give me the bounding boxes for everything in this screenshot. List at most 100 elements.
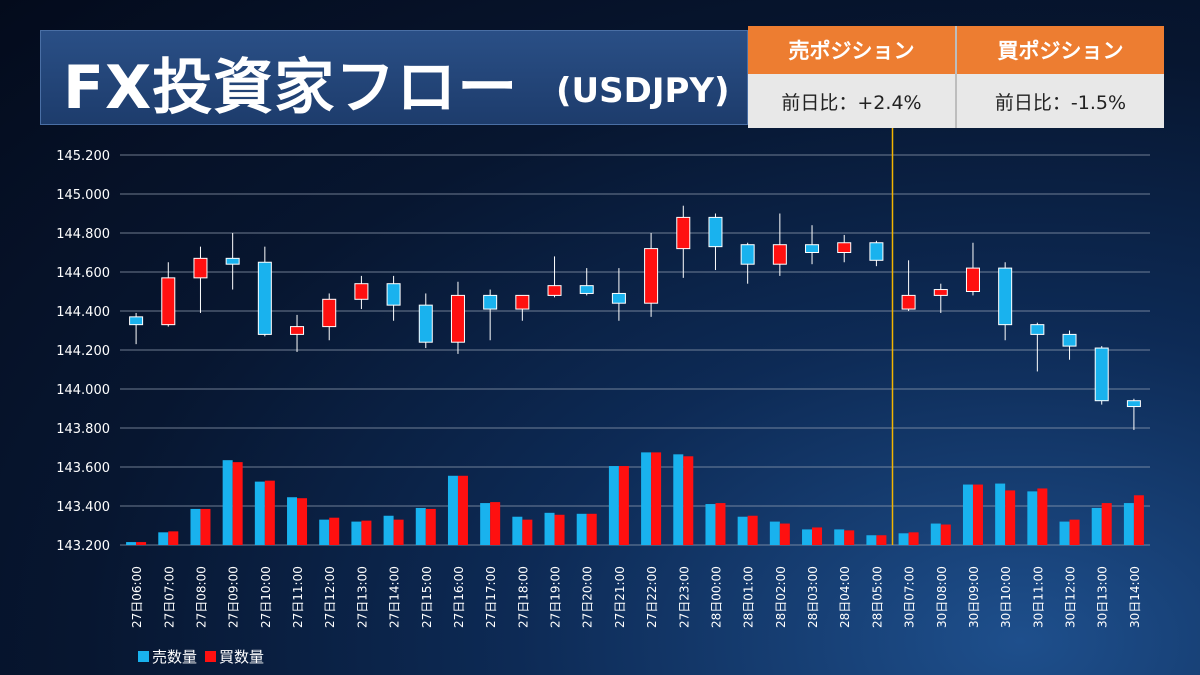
y-tick-label: 143.400	[56, 500, 110, 515]
x-tick-label: 28日01:00	[742, 566, 756, 628]
candle-body	[129, 316, 144, 326]
chart-legend: 売数量 買数量	[138, 646, 272, 667]
x-tick-label: 30日09:00	[967, 566, 981, 628]
x-tick-label: 28日02:00	[774, 566, 788, 628]
sell-volume-bar	[1123, 503, 1134, 545]
candle-body	[676, 216, 691, 250]
sell-volume-bar	[866, 535, 877, 545]
sell-volume-bar	[995, 483, 1006, 545]
x-tick-label: 28日03:00	[806, 566, 820, 628]
candle-body	[515, 294, 530, 310]
buy-volume-bar	[490, 502, 501, 545]
sell-volume-bar	[641, 452, 652, 545]
buy-volume-bar	[554, 514, 565, 545]
y-tick-label: 143.200	[56, 539, 110, 554]
sell-volume-bar	[254, 481, 265, 545]
x-tick-label: 27日07:00	[162, 566, 176, 628]
x-tick-label: 27日19:00	[549, 566, 563, 628]
candle-body	[611, 292, 626, 304]
y-tick-label: 143.800	[56, 422, 110, 437]
candle-body	[161, 277, 176, 326]
y-tick-label: 145.000	[56, 188, 110, 203]
buy-volume-bar	[715, 503, 726, 545]
buy-volume-bar	[651, 452, 662, 545]
buy-volume-bar	[812, 527, 823, 545]
sell-volume-bar	[544, 512, 555, 545]
legend-label-buy: 買数量	[219, 648, 265, 666]
sell-volume-bar	[705, 504, 716, 545]
x-tick-label: 30日13:00	[1096, 566, 1110, 628]
buy-volume-bar	[297, 498, 308, 545]
legend-swatch-sell	[138, 651, 149, 662]
y-tick-label: 144.200	[56, 344, 110, 359]
sell-volume-bar	[158, 532, 169, 545]
candle-body	[1126, 400, 1141, 408]
buy-volume-bar	[1037, 488, 1048, 545]
candle-body	[837, 242, 852, 253]
sell-volume-bar	[351, 521, 362, 545]
buy-volume-bar	[329, 517, 340, 545]
buy-volume-bar	[522, 519, 533, 545]
candle-body	[193, 257, 208, 279]
sell-volume-bar	[1027, 491, 1038, 545]
candle-body	[1094, 347, 1109, 402]
buy-volume-bar	[1133, 495, 1144, 545]
candle-body	[998, 267, 1013, 326]
x-tick-label: 27日10:00	[259, 566, 273, 628]
candle-body	[740, 244, 755, 265]
x-tick-label: 30日11:00	[1031, 566, 1045, 628]
x-tick-label: 30日07:00	[903, 566, 917, 628]
candle-body	[579, 285, 594, 294]
buy-volume-bar	[264, 480, 275, 545]
x-tick-label: 30日08:00	[935, 566, 949, 628]
candle-body	[322, 298, 337, 328]
buy-position-header: 買ポジション	[957, 26, 1164, 74]
x-tick-label: 27日08:00	[194, 566, 208, 628]
sell-volume-bar	[383, 515, 394, 545]
candle-body	[805, 244, 820, 253]
x-tick-label: 28日04:00	[838, 566, 852, 628]
sell-volume-bar	[319, 519, 330, 545]
x-tick-label: 30日12:00	[1064, 566, 1078, 628]
sell-volume-bar	[287, 497, 298, 545]
sell-volume-bar	[834, 529, 845, 545]
y-tick-label: 144.400	[56, 305, 110, 320]
candle-body	[965, 267, 980, 293]
title-banner: FX投資家フロー (USDJPY)	[40, 30, 748, 125]
candle-body	[290, 326, 305, 335]
x-tick-label: 27日16:00	[452, 566, 466, 628]
buy-volume-bar	[972, 484, 983, 545]
candle-body	[354, 283, 369, 300]
candle-body	[933, 289, 948, 296]
buy-position-change: 前日比：-1.5%	[957, 74, 1164, 128]
sell-volume-bar	[415, 507, 426, 545]
buy-volume-bar	[940, 524, 951, 545]
x-tick-label: 27日09:00	[227, 566, 241, 628]
x-tick-label: 27日20:00	[581, 566, 595, 628]
candle-body	[644, 248, 659, 304]
candle-body	[708, 216, 723, 248]
buy-volume-bar	[457, 475, 468, 545]
y-tick-label: 145.200	[56, 149, 110, 164]
candle-body	[547, 285, 562, 296]
x-tick-label: 30日14:00	[1128, 566, 1142, 628]
y-tick-label: 144.800	[56, 227, 110, 242]
buy-volume-bar	[908, 532, 919, 545]
legend-swatch-buy	[205, 651, 217, 662]
candle-body	[257, 261, 272, 335]
legend-label-sell: 売数量	[152, 648, 198, 666]
sell-volume-bar	[898, 533, 909, 545]
sell-volume-bar	[962, 484, 973, 545]
candle-body	[772, 244, 787, 265]
buy-volume-bar	[1101, 503, 1112, 545]
buy-volume-bar	[844, 530, 855, 545]
x-tick-label: 27日06:00	[130, 566, 144, 628]
x-tick-label: 27日13:00	[355, 566, 369, 628]
x-tick-label: 27日18:00	[516, 566, 530, 628]
sell-volume-bar	[769, 521, 780, 545]
buy-volume-bar	[168, 531, 179, 545]
sell-volume-bar	[480, 503, 491, 545]
page-subtitle: (USDJPY)	[556, 71, 730, 111]
candle-body	[901, 294, 916, 310]
